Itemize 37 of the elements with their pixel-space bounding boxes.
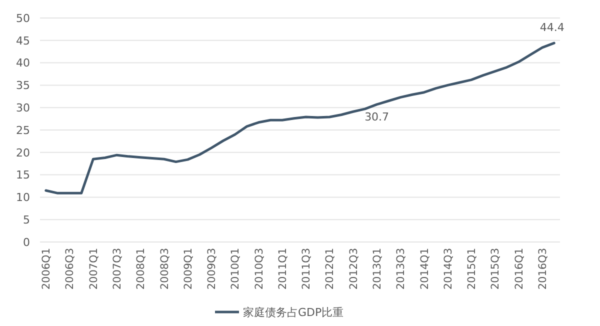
data-label: 30.7 [364, 110, 390, 124]
y-tick-label: 0 [23, 236, 30, 249]
x-tick-label: 2016Q3 [536, 248, 549, 290]
x-tick-label: 2016Q1 [513, 248, 526, 290]
x-tick-label: 2012Q1 [324, 248, 336, 290]
x-tick-label: 2009Q3 [206, 248, 218, 290]
line-series [44, 42, 556, 194]
y-tick-label: 5 [23, 213, 30, 226]
y-tick-label: 30 [16, 101, 30, 114]
x-tick-label: 2006Q3 [64, 248, 76, 290]
x-tick-label: 2008Q3 [158, 248, 171, 290]
y-tick-label: 40 [16, 56, 30, 70]
x-tick-label: 2008Q1 [135, 248, 148, 290]
x-tick-label: 2015Q1 [466, 248, 478, 290]
x-tick-label: 2013Q3 [395, 248, 408, 290]
x-tick-label: 2007Q1 [88, 248, 100, 290]
x-tick-label: 2013Q1 [371, 248, 384, 290]
x-tick-label: 2011Q3 [300, 248, 313, 290]
y-tick-label: 50 [16, 12, 30, 25]
x-tick-label: 2011Q1 [276, 248, 289, 290]
y-tick-label: 15 [16, 168, 30, 182]
y-tick-label: 45 [16, 34, 30, 48]
y-tick-label: 35 [16, 79, 30, 92]
x-tick-label: 2007Q3 [111, 248, 124, 290]
y-tick-label: 25 [16, 124, 30, 137]
x-tick-label: 2014Q1 [418, 248, 431, 290]
x-tick-label: 2015Q3 [490, 248, 502, 290]
y-tick-label: 10 [16, 191, 30, 204]
x-tick-label: 2012Q3 [348, 248, 360, 290]
x-tick-label: 2006Q1 [40, 248, 53, 290]
legend-label: 家庭债务占GDP比重 [243, 306, 344, 319]
x-tick-label: 2010Q1 [230, 248, 242, 290]
data-label: 44.4 [540, 21, 564, 34]
x-tick-label: 2014Q3 [442, 248, 454, 290]
y-tick-label: 20 [16, 146, 30, 160]
x-tick-label: 2009Q1 [182, 248, 194, 290]
x-tick-label: 2010Q3 [253, 248, 266, 290]
